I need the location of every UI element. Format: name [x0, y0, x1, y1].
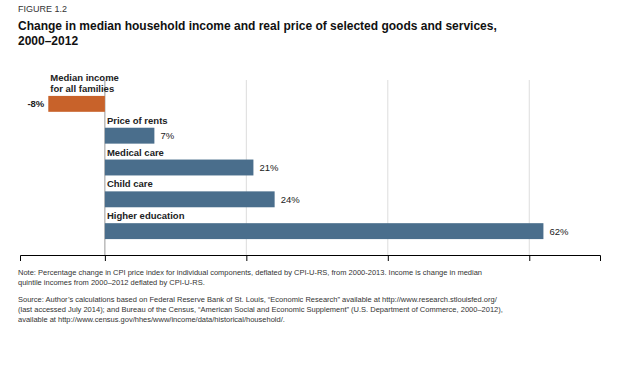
- x-tick-mark: [105, 255, 106, 261]
- labels: Median incomefor all families -8% Price of…: [27, 72, 569, 237]
- data-label: 7%: [160, 130, 174, 141]
- bar: [105, 160, 254, 176]
- bar: [105, 191, 275, 207]
- text-line: 2000–2012: [18, 34, 78, 48]
- category-label: Price of rents: [107, 115, 168, 126]
- text-line: Price of rents: [107, 115, 168, 126]
- title: Change in median household income and re…: [18, 19, 497, 48]
- text-line: Medical care: [107, 147, 164, 158]
- note: Note: Percentage change in CPI price ind…: [18, 268, 482, 287]
- x-tick-mark: [246, 255, 247, 261]
- bar: [105, 128, 155, 144]
- text-line: (last accessed July 2014); and Bureau of…: [18, 305, 503, 314]
- text-line: available at http://www.census.gov/hhes/…: [18, 315, 285, 324]
- x-tick: [388, 255, 389, 261]
- category-label: Higher education: [107, 210, 185, 221]
- data-label: -8%: [27, 98, 44, 109]
- x-tick-mark: [388, 255, 389, 261]
- bar: [48, 96, 105, 112]
- text-line: FIGURE 1.2: [18, 4, 67, 14]
- text-line: Child care: [107, 178, 153, 189]
- text-line: for all families: [50, 83, 114, 94]
- data-label: 24%: [281, 194, 301, 205]
- x-tick-mark: [529, 255, 530, 261]
- text-line: quintile incomes from 2000–2012 deflated…: [18, 278, 205, 287]
- x-axis: [21, 255, 601, 261]
- data-label: 62%: [549, 226, 569, 237]
- x-tick: [246, 255, 247, 261]
- category-label: Medical care: [107, 147, 164, 158]
- text-line: Change in median household income and re…: [18, 19, 497, 33]
- category-label: Child care: [107, 178, 153, 189]
- bars: [48, 96, 543, 239]
- text-line: Note: Percentage change in CPI price ind…: [18, 268, 482, 277]
- x-axis-line: [21, 256, 601, 262]
- x-tick: [529, 255, 530, 261]
- x-tick: [105, 255, 106, 261]
- data-label: 21%: [259, 162, 279, 173]
- category-label: Median incomefor all families: [50, 72, 119, 94]
- text-line: Median income: [50, 72, 119, 83]
- text-line: Higher education: [107, 210, 185, 221]
- source: Source: Author’s calculations based on F…: [18, 295, 503, 324]
- figure-label: FIGURE 1.2: [18, 4, 67, 14]
- text-line: Source: Author’s calculations based on F…: [18, 295, 498, 304]
- bar: [105, 223, 544, 239]
- chart: FIGURE 1.2 Change in median household inc…: [0, 0, 620, 373]
